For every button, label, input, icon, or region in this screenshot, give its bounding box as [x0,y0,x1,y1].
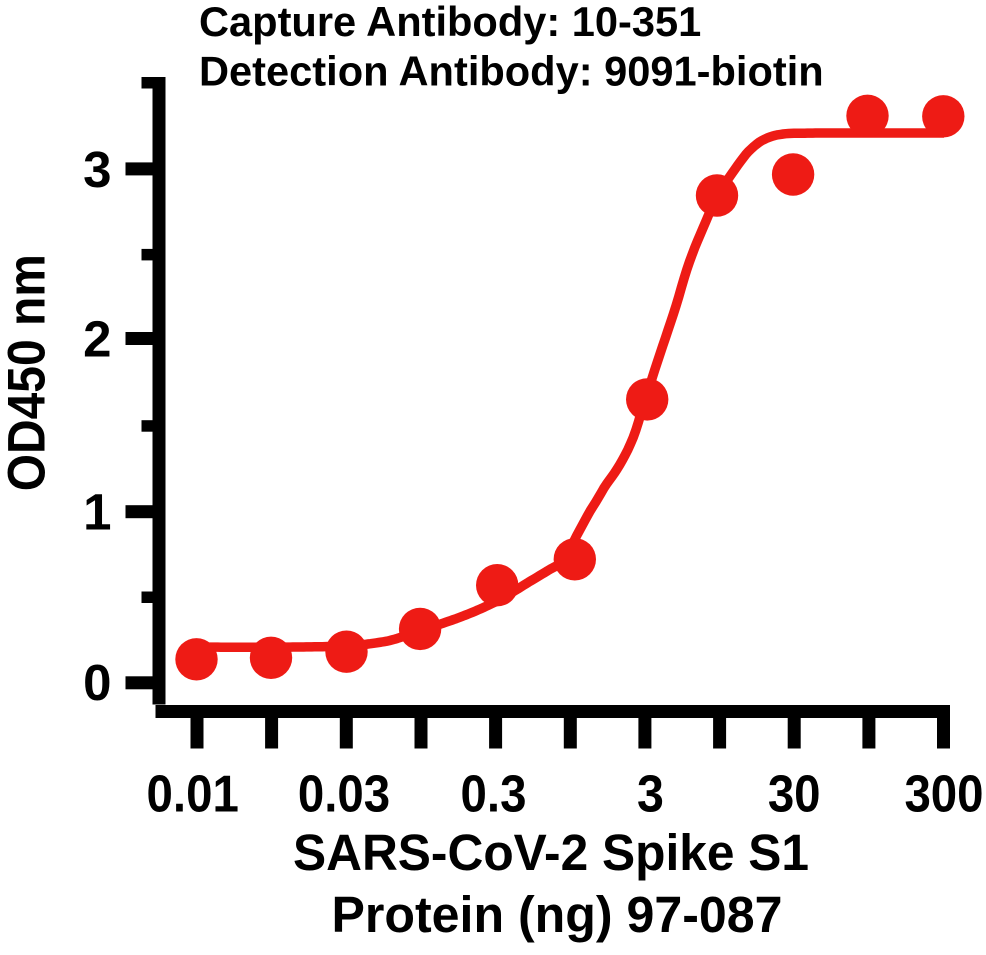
svg-text:2: 2 [83,310,111,367]
svg-text:300: 300 [904,764,983,823]
svg-text:1: 1 [83,484,111,541]
svg-text:Capture Antibody: 10-351: Capture Antibody: 10-351 [199,0,701,45]
svg-text:OD450 nm: OD450 nm [0,254,56,491]
svg-text:0: 0 [83,654,111,711]
svg-text:0.3: 0.3 [461,764,527,823]
svg-text:0.01: 0.01 [147,764,239,823]
svg-text:Protein (ng) 97-087: Protein (ng) 97-087 [331,886,782,943]
svg-text:Detection Antibody: 9091-bioti: Detection Antibody: 9091-biotin [199,48,824,95]
svg-text:3: 3 [83,141,111,198]
svg-text:3: 3 [637,765,664,823]
svg-text:SARS-CoV-2 Spike S1: SARS-CoV-2 Spike S1 [293,824,809,882]
svg-text:30: 30 [768,764,821,823]
svg-text:0.03: 0.03 [298,764,390,823]
